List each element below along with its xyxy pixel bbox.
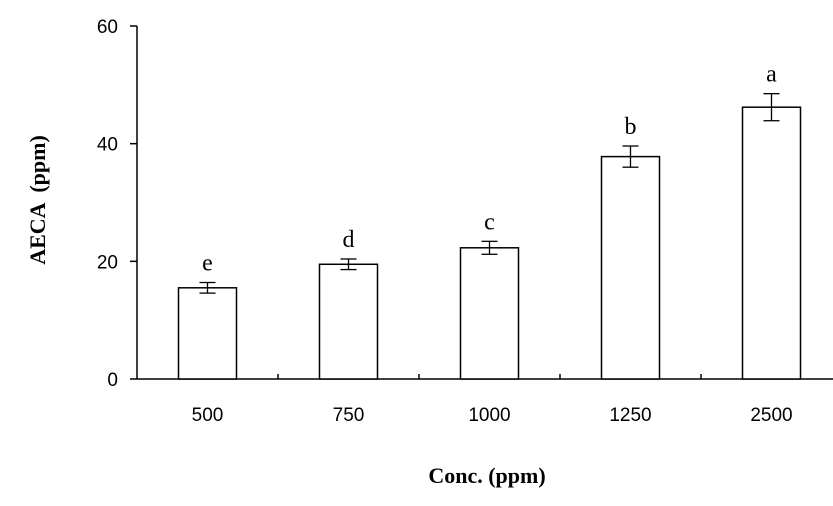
y-axis-title: AECA (ppm) <box>25 135 50 265</box>
error-bar-1250 <box>622 145 639 168</box>
bar-500 <box>177 287 238 380</box>
bar-1250 <box>600 155 661 380</box>
error-bar-500 <box>199 281 216 294</box>
bar-750 <box>318 263 379 380</box>
x-tick-label: 750 <box>333 405 365 426</box>
bars <box>177 106 802 380</box>
x-tick-label: 1250 <box>609 405 651 426</box>
significance-letter: a <box>766 62 777 88</box>
error-bar-750 <box>340 258 357 271</box>
error-bar-2500 <box>763 93 780 122</box>
significance-letters: e d c b a <box>202 62 777 277</box>
bar-1000 <box>459 247 520 380</box>
significance-letter: d <box>343 227 355 253</box>
y-ticks: 0 20 40 60 <box>97 17 137 391</box>
y-tick-label: 20 <box>97 252 118 273</box>
bar-2500 <box>741 106 802 380</box>
y-tick-label: 60 <box>97 17 118 38</box>
x-tick-label: 1000 <box>468 405 510 426</box>
error-bars <box>199 93 780 294</box>
x-axis-title: Conc. (ppm) <box>428 463 545 488</box>
x-ticks: 500 750 1000 1250 2500 <box>192 374 793 426</box>
y-tick-label: 40 <box>97 135 118 156</box>
significance-letter: e <box>202 251 213 277</box>
x-tick-label: 2500 <box>750 405 792 426</box>
x-tick-label: 500 <box>192 405 224 426</box>
significance-letter: b <box>625 114 637 140</box>
significance-letter: c <box>484 209 495 235</box>
y-tick-label: 0 <box>107 370 118 391</box>
error-bar-1000 <box>481 240 498 255</box>
